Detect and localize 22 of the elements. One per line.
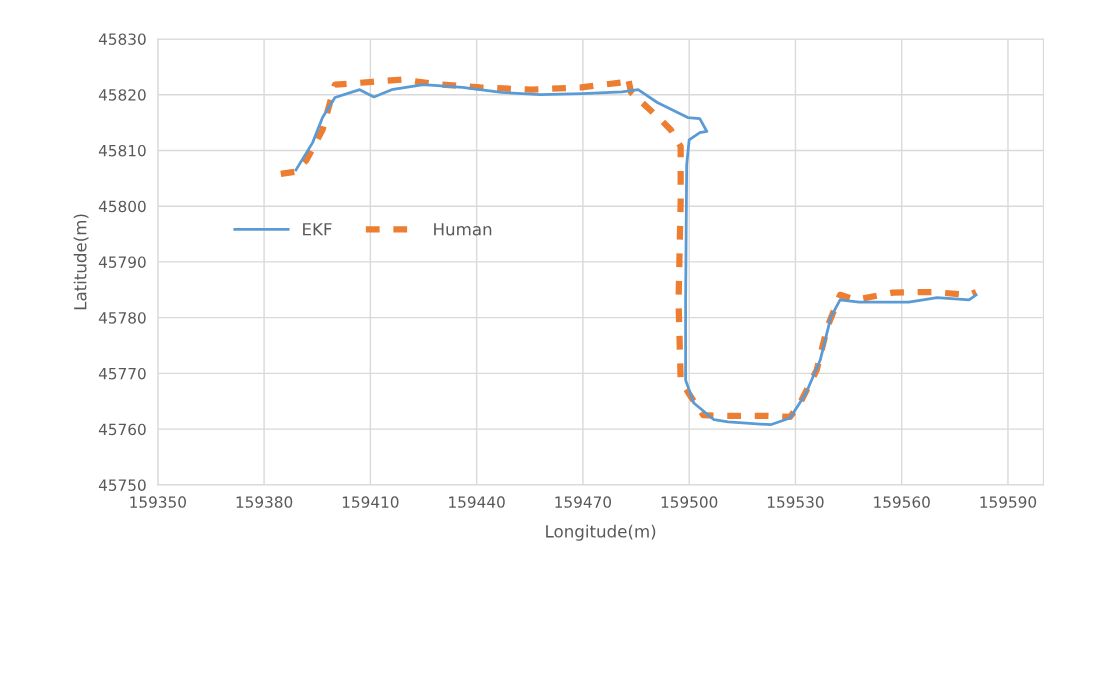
x-tick-label: 159530 [767, 496, 824, 508]
x-tick-label: 159440 [449, 496, 505, 508]
x-axis-title: Longitude(m) [546, 524, 656, 541]
y-tick-label: 45830 [98, 33, 146, 45]
y-tick-label: 45790 [98, 256, 146, 268]
x-tick-label: 159410 [342, 496, 399, 508]
x-tick-label: 159470 [555, 496, 612, 508]
y-tick-label: 45820 [98, 89, 146, 101]
y-tick-label: 45800 [98, 200, 146, 213]
x-tick-label: 159560 [874, 496, 930, 508]
legend-label: Human [434, 223, 492, 236]
y-tick-label: 45780 [98, 312, 146, 324]
y-tick-label: 45810 [98, 144, 146, 157]
y-tick-label: 45770 [98, 367, 146, 380]
x-tick-label: 159590 [980, 496, 1037, 508]
x-tick-label: 159500 [661, 496, 718, 508]
x-tick-label: 159380 [236, 496, 293, 508]
y-tick-label: 45760 [98, 423, 146, 436]
y-tick-label: 45750 [98, 479, 146, 491]
y-axis-title: Latitude(m) [73, 214, 89, 310]
x-tick-label: 159350 [130, 496, 186, 508]
legend-label: EKF [303, 223, 332, 236]
